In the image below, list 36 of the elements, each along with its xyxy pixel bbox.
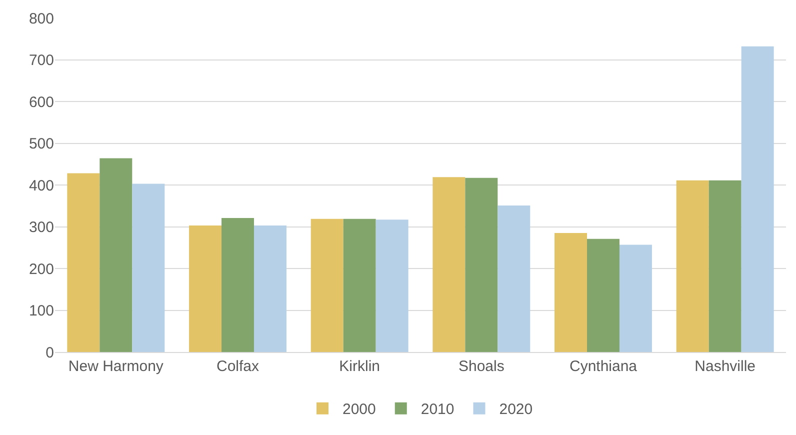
bar [310, 218, 344, 352]
bar [432, 177, 466, 352]
bar [741, 46, 774, 352]
legend-label: 2020 [499, 401, 533, 418]
x-tick-label: New Harmony [68, 358, 164, 375]
bar [343, 218, 376, 352]
bar [132, 184, 165, 352]
y-tick-label: 800 [28, 10, 54, 28]
y-tick-label: 200 [28, 260, 54, 278]
x-tick-label: Shoals [458, 358, 504, 375]
legend-label: 2000 [342, 401, 376, 418]
y-tick-label: 500 [28, 136, 54, 152]
bar [222, 218, 254, 352]
x-tick-label: Cynthiana [569, 358, 638, 375]
x-tick-label: Colfax [216, 358, 260, 375]
bar [465, 178, 498, 352]
x-tick-label: Kirklin [339, 358, 380, 375]
x-tick-label: Nashville [694, 358, 756, 375]
bar [708, 180, 742, 352]
bar [100, 158, 132, 352]
y-tick-label: 0 [46, 344, 54, 362]
y-tick-label: 300 [28, 219, 54, 236]
bar [254, 226, 286, 352]
bar [554, 233, 588, 352]
bar [67, 173, 100, 352]
bar [619, 244, 652, 352]
bar [376, 220, 408, 352]
y-tick-label: 700 [28, 52, 54, 69]
bar [498, 205, 530, 352]
y-tick-label: 600 [28, 94, 54, 111]
legend-label: 2010 [420, 401, 454, 418]
y-tick-label: 400 [28, 177, 54, 194]
bar [676, 180, 709, 352]
bar [587, 238, 620, 352]
bar [189, 226, 222, 352]
y-tick-label: 100 [28, 302, 54, 320]
